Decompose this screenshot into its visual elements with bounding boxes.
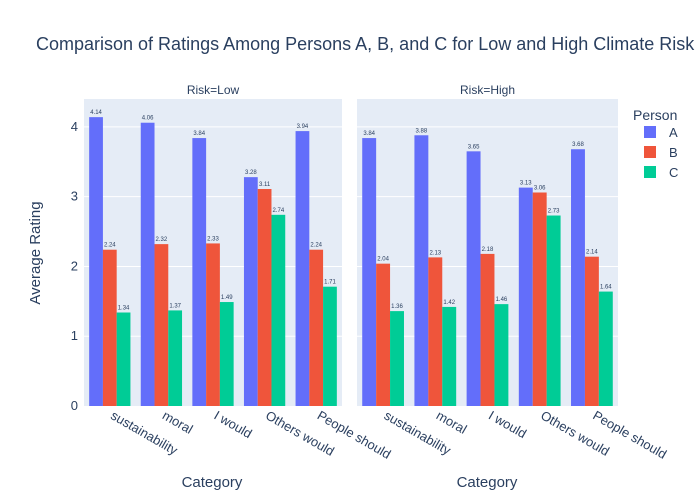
data-label-1-A-0: 3.84: [363, 131, 375, 137]
legend-swatch-B: [644, 146, 656, 158]
data-label-1-A-3: 3.13: [520, 181, 532, 187]
data-label-0-B-1: 2.32: [156, 237, 168, 243]
y-tick-label-4: 4: [71, 119, 78, 134]
data-label-0-C-2: 1.49: [221, 295, 233, 301]
legend-item-A: A: [669, 125, 678, 140]
bar-1-A-3: [518, 187, 533, 406]
data-label-1-A-2: 3.65: [468, 144, 480, 150]
chart-title: Comparison of Ratings Among Persons A, B…: [36, 34, 695, 54]
data-label-0-A-1: 4.06: [142, 116, 154, 122]
y-tick-label-0: 0: [71, 398, 78, 413]
bar-0-A-0: [89, 117, 103, 407]
bar-0-C-3: [271, 214, 286, 406]
bar-1-C-3: [546, 215, 561, 406]
bar-0-B-4: [309, 249, 324, 406]
bar-0-B-3: [257, 189, 272, 406]
data-label-1-C-1: 1.42: [443, 300, 455, 306]
bar-1-A-1: [414, 135, 429, 407]
data-label-1-B-1: 2.13: [429, 250, 441, 256]
bar-0-B-1: [154, 244, 169, 406]
data-label-1-C-2: 1.46: [496, 297, 508, 303]
data-label-1-A-1: 3.88: [416, 128, 428, 134]
legend-swatch-A: [644, 126, 656, 138]
data-label-1-B-0: 2.04: [377, 257, 389, 263]
data-label-0-A-0: 4.14: [90, 110, 102, 116]
data-label-1-C-3: 2.73: [548, 209, 560, 215]
panel-label-0: Risk=Low: [187, 83, 240, 97]
data-label-1-C-0: 1.36: [391, 304, 403, 310]
bar-0-B-0: [102, 249, 117, 406]
bar-0-C-2: [219, 302, 234, 406]
data-label-0-C-0: 1.34: [118, 306, 130, 312]
legend-swatch-C: [644, 166, 656, 178]
bar-1-C-4: [598, 291, 613, 406]
data-label-0-C-4: 1.71: [324, 280, 336, 286]
x-axis-title-high: Category: [457, 474, 518, 491]
y-tick-label-2: 2: [71, 258, 78, 273]
bar-0-A-4: [295, 131, 310, 406]
bar-1-C-0: [390, 311, 404, 406]
data-label-1-B-2: 2.18: [482, 247, 494, 253]
y-axis-title: Average Rating: [27, 201, 44, 304]
data-label-0-A-2: 3.84: [193, 131, 205, 137]
data-label-0-B-3: 3.11: [259, 182, 271, 188]
bar-1-A-4: [571, 149, 585, 406]
data-label-0-B-4: 2.24: [310, 243, 322, 249]
data-label-1-B-4: 2.14: [586, 250, 598, 256]
data-label-0-B-2: 2.33: [207, 236, 219, 242]
bar-0-C-4: [323, 286, 337, 406]
bar-1-A-2: [466, 151, 481, 406]
bar-1-B-4: [584, 256, 599, 406]
bar-0-B-2: [206, 243, 220, 406]
x-axis-title-low: Category: [182, 474, 243, 491]
bar-0-A-2: [192, 138, 207, 406]
bar-1-A-0: [362, 138, 377, 406]
bar-0-C-0: [116, 312, 131, 406]
y-tick-label-3: 3: [71, 189, 78, 204]
data-label-0-C-3: 2.74: [273, 208, 285, 214]
bar-0-C-1: [168, 310, 183, 406]
data-label-0-A-3: 3.28: [245, 170, 257, 176]
data-label-1-B-3: 3.06: [534, 185, 546, 191]
data-label-0-C-1: 1.37: [169, 303, 181, 309]
legend-item-B: B: [669, 145, 678, 160]
bar-1-B-2: [480, 253, 495, 406]
legend-item-C: C: [669, 165, 678, 180]
bar-1-B-3: [532, 192, 547, 406]
data-label-0-A-4: 3.94: [297, 124, 309, 130]
panel-label-1: Risk=High: [460, 83, 515, 97]
bar-1-B-0: [376, 263, 391, 406]
data-label-1-C-4: 1.64: [600, 285, 612, 291]
data-label-1-A-4: 3.68: [572, 142, 584, 148]
bar-0-A-1: [140, 122, 155, 407]
bar-1-B-1: [428, 257, 443, 406]
bar-1-C-2: [494, 304, 509, 406]
bar-1-C-1: [442, 306, 457, 406]
legend-title: Person: [633, 107, 677, 123]
data-label-0-B-0: 2.24: [104, 243, 116, 249]
bar-0-A-3: [243, 177, 258, 406]
y-tick-label-1: 1: [71, 328, 78, 343]
